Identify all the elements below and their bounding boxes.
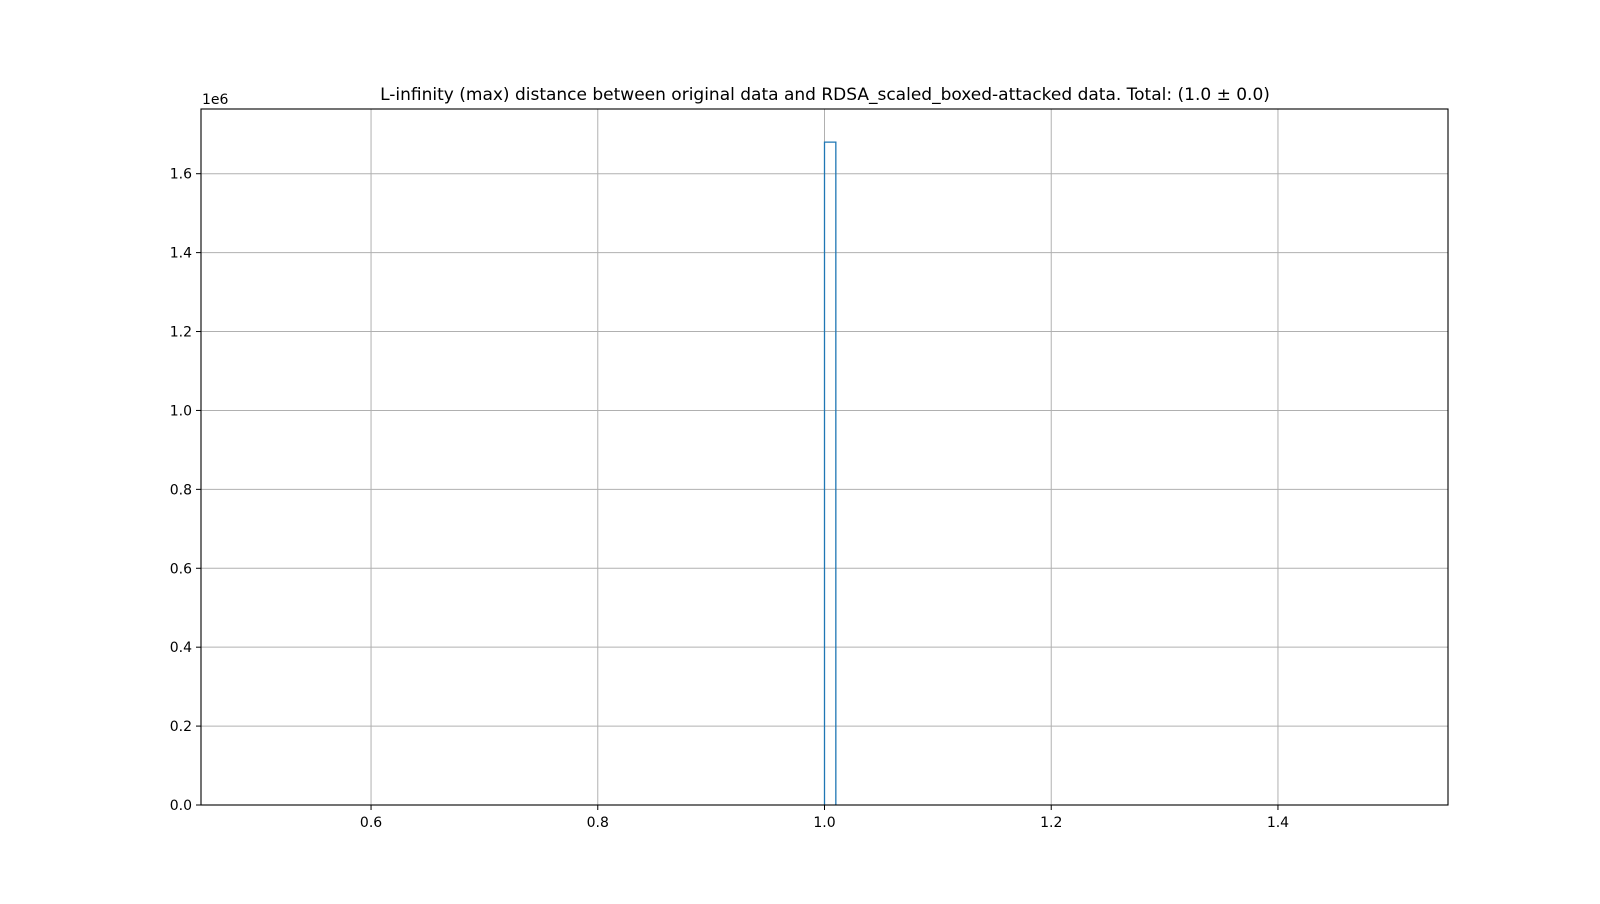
y-tick-label: 1.6 xyxy=(170,167,192,183)
y-tick-label: 0.4 xyxy=(170,640,192,656)
histogram-bins xyxy=(823,141,837,805)
x-tick-label: 1.2 xyxy=(1040,815,1062,831)
y-tick-label: 0.0 xyxy=(170,798,192,814)
y-tick-label: 0.6 xyxy=(170,561,192,577)
chart-title: L-infinity (max) distance between origin… xyxy=(380,85,1270,105)
x-tick-label: 0.8 xyxy=(587,815,609,831)
x-tick-label: 1.4 xyxy=(1267,815,1289,831)
x-tick-label: 0.6 xyxy=(360,815,382,831)
y-tick-label: 1.2 xyxy=(170,325,192,341)
x-tick-label: 1.0 xyxy=(813,815,835,831)
y-tick-label: 1.0 xyxy=(170,403,192,419)
y-axis-offset-label: 1e6 xyxy=(202,92,229,108)
y-tick-label: 0.2 xyxy=(170,719,192,735)
y-tick-label: 0.8 xyxy=(170,482,192,498)
y-axis-ticks: 0.0 0.2 0.4 0.6 0.8 1.0 1.2 1.4 1.6 xyxy=(170,167,201,814)
y-tick-label: 1.4 xyxy=(170,246,192,262)
x-axis-ticks: 0.6 0.8 1.0 1.2 1.4 xyxy=(360,805,1289,831)
histogram-bin xyxy=(823,141,837,805)
